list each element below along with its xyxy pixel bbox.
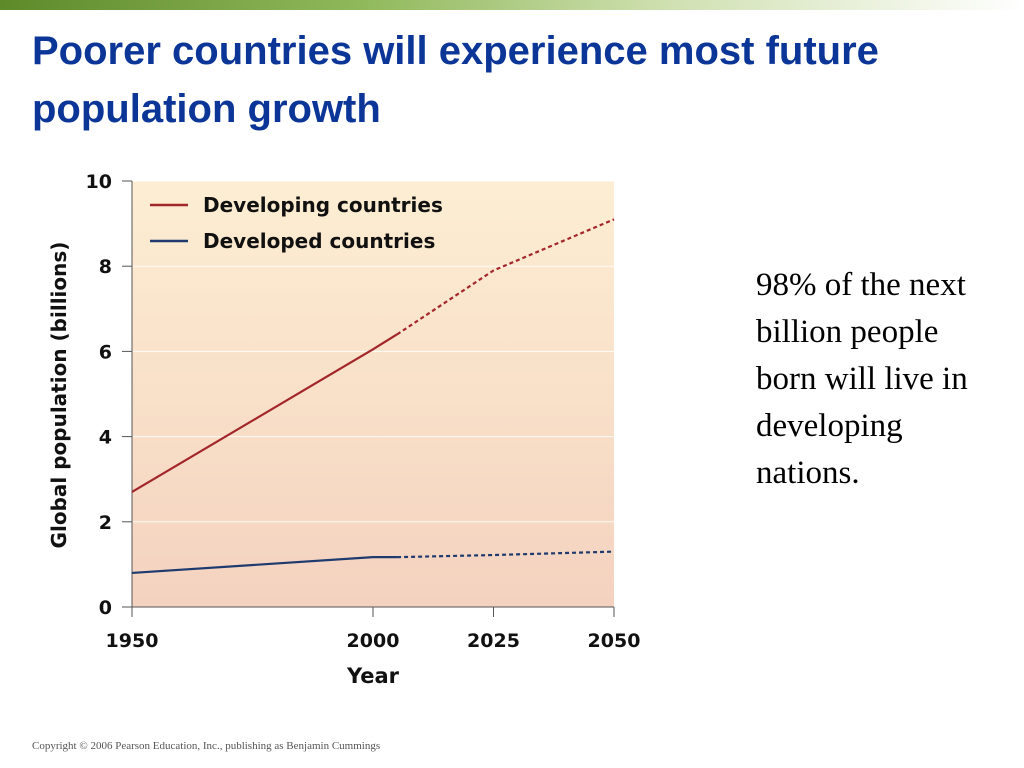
- plot-area: [132, 181, 614, 607]
- side-note: 98% of the next billion people born will…: [756, 267, 968, 491]
- tick-labels: 0 2 4 6 8 10 1950 2000 2025 2050: [86, 171, 641, 652]
- series-lines: [131, 218, 615, 575]
- y-tick-label: 8: [99, 256, 112, 278]
- y-tick-label: 0: [99, 597, 112, 619]
- x-tick-label: 2050: [588, 630, 641, 652]
- gridlines: [132, 180, 614, 523]
- x-tick-label: 1950: [106, 630, 159, 652]
- y-axis-label: Global population (billions): [47, 242, 71, 549]
- axes: [122, 180, 615, 617]
- x-tick-label: 2000: [347, 630, 400, 652]
- legend-label: Developing countries: [203, 193, 443, 217]
- x-tick-label: 2025: [467, 630, 520, 652]
- series-projection-developing-countries: [396, 218, 615, 336]
- population-line-chart: 0 2 4 6 8 10 1950 2000 2025 2050 Developing count…: [47, 171, 641, 688]
- y-tick-label: 10: [86, 171, 112, 193]
- series-projection-developed-countries: [397, 550, 615, 559]
- legend: Developing countries Developed countries: [150, 193, 443, 253]
- series-line-developed-countries: [131, 556, 398, 575]
- y-tick-label: 4: [99, 427, 112, 449]
- y-tick-label: 6: [99, 341, 112, 363]
- y-tick-label: 2: [99, 512, 112, 534]
- legend-label: Developed countries: [203, 229, 435, 253]
- series-line-developing-countries: [131, 333, 398, 493]
- slide-title: Poorer countries will experience most fu…: [32, 29, 879, 131]
- x-axis-label: Year: [346, 664, 400, 688]
- title-accent-bar: [0, 0, 1024, 10]
- copyright-text: Copyright © 2006 Pearson Education, Inc.…: [32, 740, 381, 752]
